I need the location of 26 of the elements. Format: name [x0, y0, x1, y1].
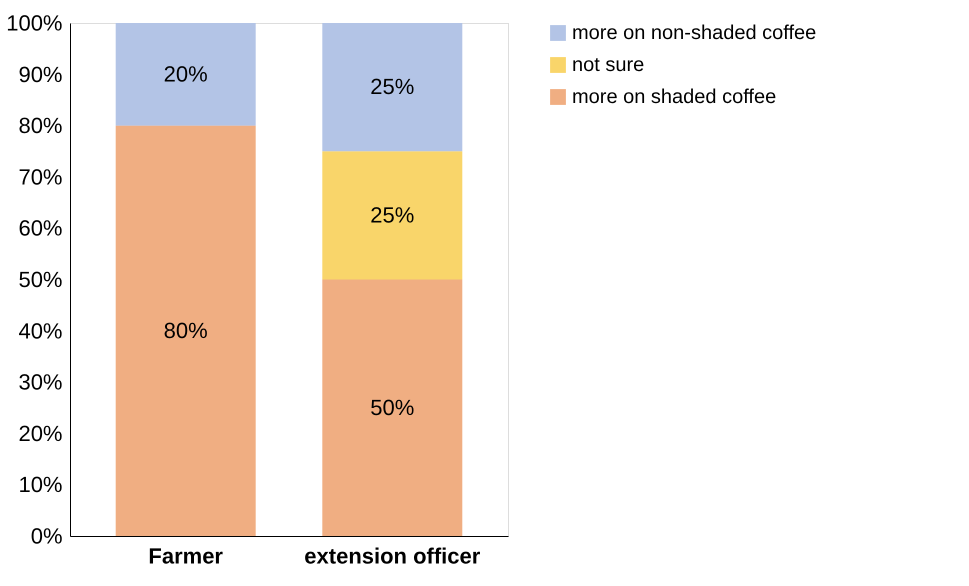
- y-tick-label: 80%: [18, 113, 62, 138]
- y-tick-label: 70%: [18, 164, 62, 190]
- y-tick-label: 0%: [30, 524, 62, 548]
- y-tick-label: 90%: [18, 62, 62, 87]
- bar: [322, 151, 462, 280]
- y-tick-label: 60%: [18, 216, 62, 241]
- y-tick-label: 10%: [18, 472, 62, 498]
- legend-label: more on non-shaded coffee: [572, 22, 816, 44]
- legend-label: not sure: [572, 54, 644, 76]
- y-tick-label: 30%: [18, 370, 62, 395]
- x-tick-label: extension officer: [304, 544, 481, 568]
- y-tick-label: 20%: [18, 420, 62, 446]
- y-tick-label: 100%: [6, 10, 62, 36]
- x-tick-label: Farmer: [148, 544, 224, 568]
- y-tick-label: 40%: [18, 318, 62, 344]
- y-tick-label: 50%: [18, 267, 62, 292]
- data-label: 20%: [164, 61, 208, 86]
- data-label: 25%: [370, 74, 414, 100]
- legend-label: more on shaded coffee: [572, 86, 776, 108]
- data-label: 80%: [164, 318, 208, 343]
- data-label: 25%: [370, 202, 414, 228]
- bar: [322, 23, 462, 152]
- data-label: 50%: [370, 394, 414, 420]
- bar: [116, 23, 256, 126]
- bar: [116, 126, 256, 536]
- bar: [322, 280, 462, 536]
